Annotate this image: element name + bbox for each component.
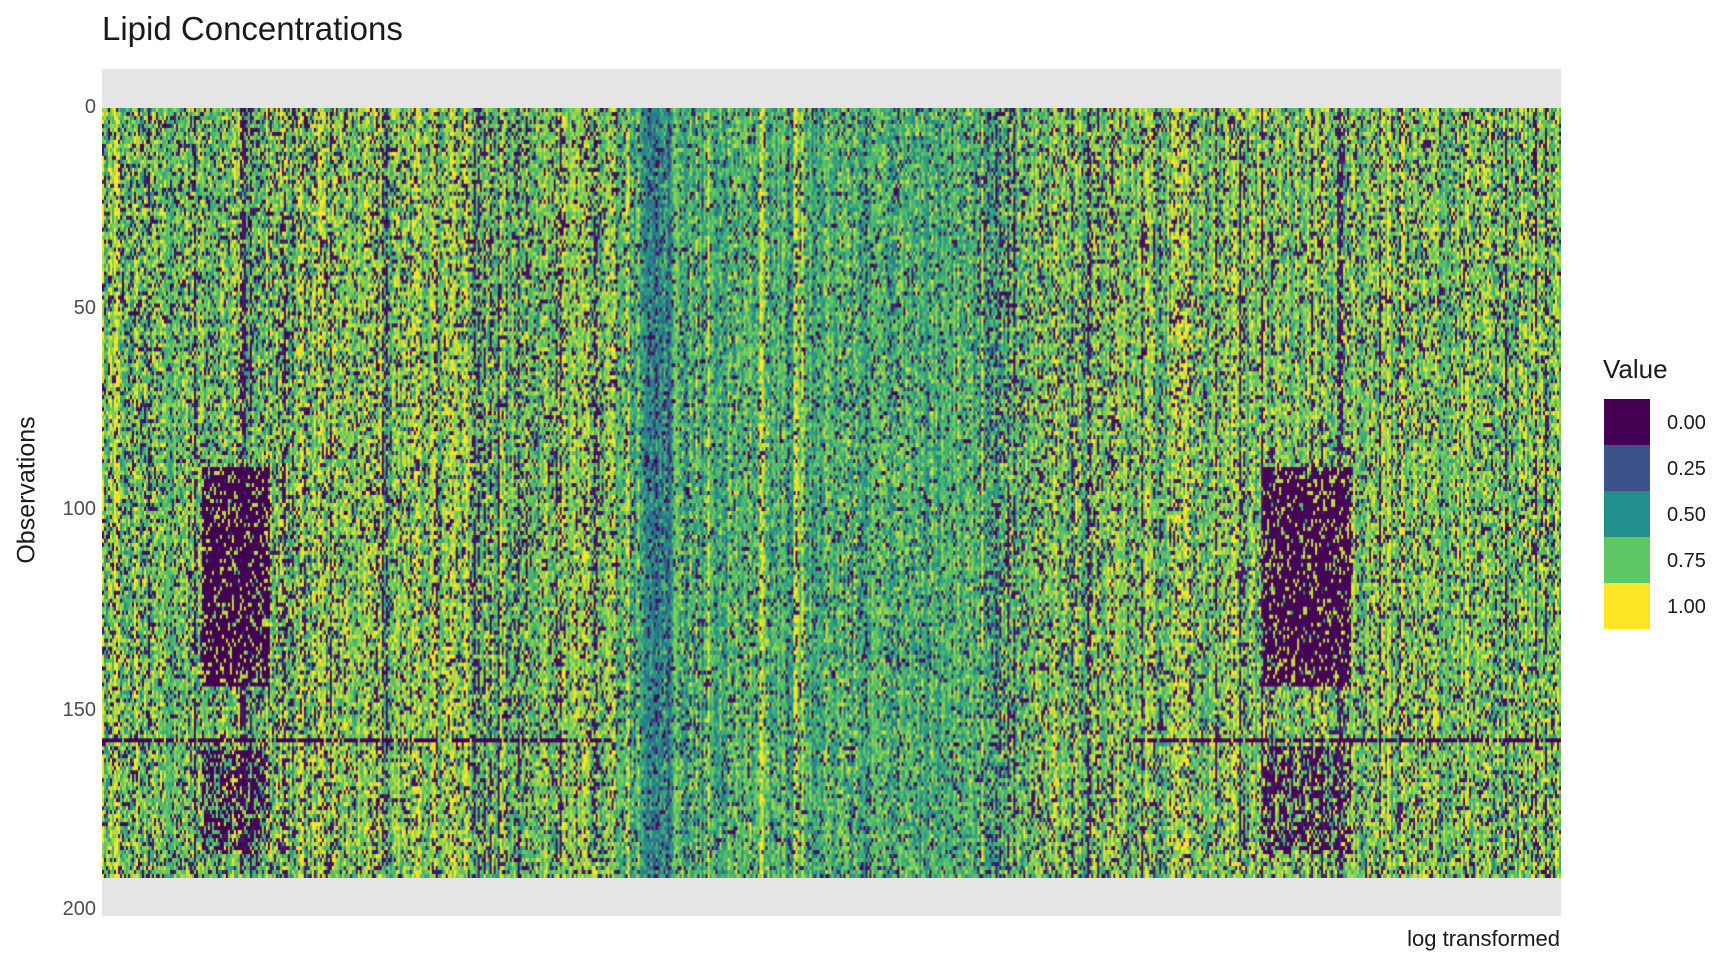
y-tick-label-150: 150 (62, 699, 96, 721)
y-tick-label-50: 50 (73, 297, 96, 319)
legend-key-4 (1604, 583, 1650, 629)
legend-label-0: 0.00 (1667, 412, 1706, 434)
y-tick-label-200: 200 (62, 898, 96, 920)
legend-title: Value (1603, 354, 1668, 384)
caption: log transformed (1407, 926, 1560, 951)
chart-title: Lipid Concentrations (102, 10, 403, 47)
y-tick-label-0: 0 (84, 96, 96, 118)
legend-key-2 (1604, 491, 1650, 537)
legend-label-1: 0.25 (1667, 458, 1706, 480)
y-axis-label: Observations (12, 416, 41, 564)
legend-key-3 (1604, 537, 1650, 583)
legend-key-0 (1604, 399, 1650, 445)
legend-label-2: 0.50 (1667, 504, 1706, 526)
y-tick-label-100: 100 (62, 498, 96, 520)
heatmap-cells (102, 108, 1561, 878)
legend-key-1 (1604, 445, 1650, 491)
legend-label-3: 0.75 (1667, 550, 1706, 572)
legend-label-4: 1.00 (1667, 596, 1706, 618)
